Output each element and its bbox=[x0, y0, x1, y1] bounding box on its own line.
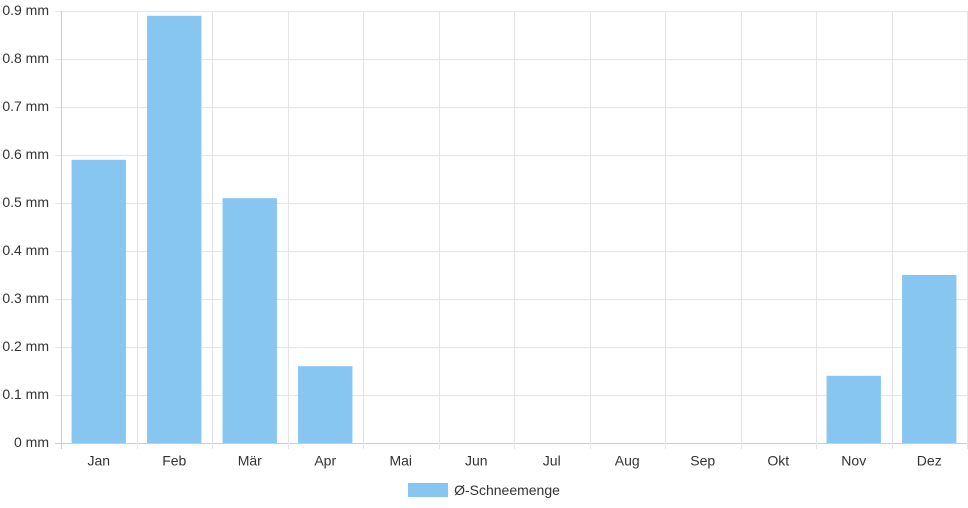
y-tick-label: 0.8 mm bbox=[2, 50, 49, 66]
y-tick-label: 0 mm bbox=[14, 434, 49, 450]
y-tick-label: 0.4 mm bbox=[2, 242, 49, 258]
bar-dez[interactable] bbox=[902, 275, 957, 443]
x-tick-label: Jul bbox=[543, 453, 561, 469]
y-axis: 0 mm 0.1 mm 0.2 mm 0.3 mm 0.4 mm 0.5 mm 0.6 mm… bbox=[2, 2, 49, 450]
bar-mär[interactable] bbox=[222, 198, 277, 443]
y-tick-label: 0.1 mm bbox=[2, 386, 49, 402]
y-tick-label: 0.6 mm bbox=[2, 146, 49, 162]
x-tick-label: Sep bbox=[690, 453, 715, 469]
x-axis: Jan Feb Mär Apr Mai Jun Jul Aug Sep Okt Nov Dez bbox=[87, 453, 941, 469]
x-tick-label: Jun bbox=[465, 453, 488, 469]
bar-jan[interactable] bbox=[71, 159, 126, 444]
y-tick-label: 0.3 mm bbox=[2, 290, 49, 306]
x-tick-label: Jan bbox=[87, 453, 110, 469]
x-tick-label: Nov bbox=[841, 453, 866, 469]
y-tick-label: 0.5 mm bbox=[2, 194, 49, 210]
bar-apr[interactable] bbox=[298, 366, 353, 443]
x-tick-label: Okt bbox=[767, 453, 789, 469]
legend-swatch bbox=[408, 483, 449, 497]
legend-label: Ø-Schneemenge bbox=[454, 482, 560, 498]
legend[interactable]: Ø-Schneemenge bbox=[0, 482, 968, 498]
x-tick-label: Mär bbox=[238, 453, 262, 469]
x-tick-label: Apr bbox=[314, 453, 336, 469]
bar-nov[interactable] bbox=[826, 375, 881, 443]
y-tick-label: 0.9 mm bbox=[2, 2, 49, 18]
x-tick-label: Feb bbox=[162, 453, 186, 469]
x-tick-label: Mai bbox=[389, 453, 412, 469]
bars bbox=[71, 15, 957, 444]
x-tick-label: Dez bbox=[917, 453, 942, 469]
bar-feb[interactable] bbox=[147, 15, 202, 444]
y-tick-label: 0.2 mm bbox=[2, 338, 49, 354]
y-tick-label: 0.7 mm bbox=[2, 98, 49, 114]
snow-bar-chart: 0 mm 0.1 mm 0.2 mm 0.3 mm 0.4 mm 0.5 mm 0.6 mm… bbox=[2, 2, 968, 469]
x-tick-label: Aug bbox=[615, 453, 640, 469]
